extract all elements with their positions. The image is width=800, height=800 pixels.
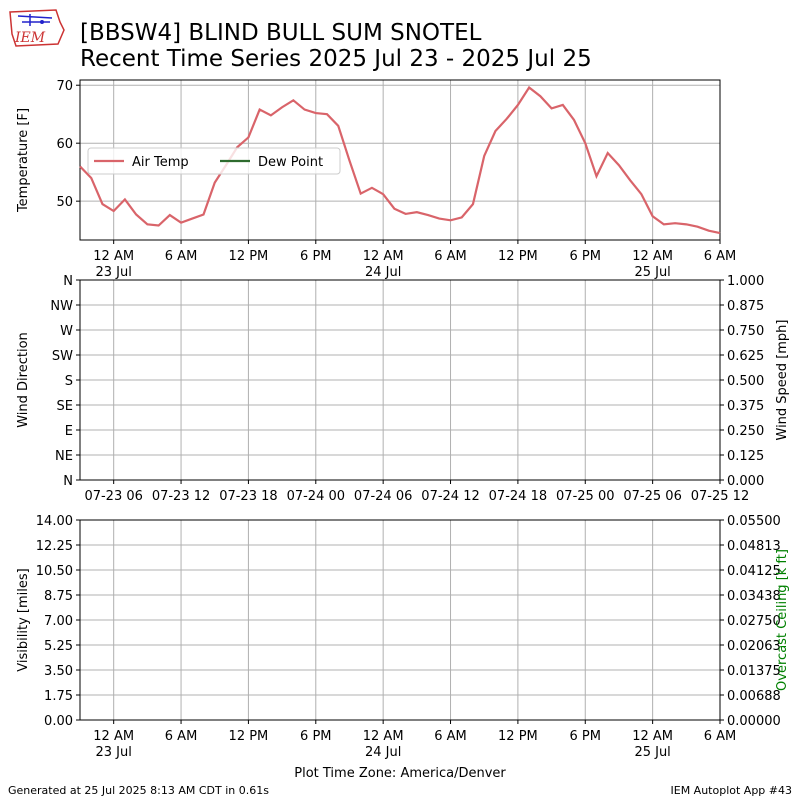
- y2-tick-label: 0.02063: [727, 639, 781, 654]
- y2-tick-label: 0.04125: [727, 564, 781, 579]
- x-tick-label: 07-25 06: [623, 489, 681, 504]
- y-axis-label: Wind Direction: [16, 332, 31, 428]
- y-tick-label: 60: [56, 137, 73, 152]
- title: [BBSW4] BLIND BULL SUM SNOTEL: [80, 20, 482, 46]
- legend-label: Dew Point: [258, 155, 323, 170]
- x-tick-label: 12 PM: [498, 249, 538, 264]
- y-tick-label: 50: [56, 195, 73, 210]
- x-tick-label: 12 PM: [229, 249, 269, 264]
- y2-tick-label: 1.000: [727, 274, 764, 289]
- x-tick-label: 12 AM 25 Jul: [632, 249, 673, 280]
- x-tick-label: 07-25 12: [691, 489, 749, 504]
- x-tick-label: 6 AM: [704, 249, 737, 264]
- y2-tick-label: 0.000: [727, 474, 764, 489]
- y-tick-label: W: [60, 324, 73, 339]
- y2-tick-label: 0.05500: [727, 514, 781, 529]
- y-tick-label: 10.50: [36, 564, 73, 579]
- x-axis-label: Plot Time Zone: America/Denver: [294, 766, 506, 781]
- y2-tick-label: 0.04813: [727, 539, 781, 554]
- y-tick-label: 14.00: [36, 514, 73, 529]
- series-line: [79, 85, 721, 235]
- y-axis-label: Temperature [F]: [16, 108, 31, 213]
- x-tick-label: 6 PM: [570, 249, 601, 264]
- x-tick-label: 6 AM: [704, 729, 737, 744]
- y2-tick-label: 0.750: [727, 324, 764, 339]
- x-tick-label: 07-23 18: [219, 489, 277, 504]
- y-tick-label: SW: [52, 349, 73, 364]
- x-tick-label: 07-23 12: [152, 489, 210, 504]
- x-tick-label: 6 PM: [570, 729, 601, 744]
- y-axis-label: Visibility [miles]: [16, 568, 31, 671]
- y2-tick-label: 0.125: [727, 449, 764, 464]
- x-tick-label: 07-24 18: [489, 489, 547, 504]
- y2-tick-label: 0.03438: [727, 589, 781, 604]
- x-tick-label: 6 AM: [165, 249, 198, 264]
- y-tick-label: 7.00: [44, 614, 73, 629]
- y2-tick-label: 0.500: [727, 374, 764, 389]
- y2-tick-label: 0.01375: [727, 664, 781, 679]
- y2-tick-label: 0.875: [727, 299, 764, 314]
- subtitle: Recent Time Series 2025 Jul 23 - 2025 Ju…: [80, 46, 592, 72]
- plot-frame: [79, 79, 721, 241]
- y-tick-label: SE: [57, 399, 73, 414]
- y-tick-label: N: [63, 474, 73, 489]
- y-tick-label: NE: [55, 449, 73, 464]
- x-tick-label: 12 AM 24 Jul: [363, 729, 404, 760]
- y2-tick-label: 0.00000: [727, 714, 781, 729]
- logo-text: IEM: [14, 30, 46, 46]
- y2-tick-label: 0.250: [727, 424, 764, 439]
- x-tick-label: 07-24 12: [421, 489, 479, 504]
- y2-tick-label: 0.02750: [727, 614, 781, 629]
- y-tick-label: 5.25: [44, 639, 73, 654]
- x-tick-label: 12 AM 23 Jul: [93, 729, 134, 760]
- y2-tick-label: 0.625: [727, 349, 764, 364]
- x-tick-label: 12 PM: [229, 729, 269, 744]
- y-tick-label: E: [65, 424, 73, 439]
- y-tick-label: 1.75: [44, 689, 73, 704]
- legend-box: [87, 147, 341, 175]
- y2-tick-label: 0.00688: [727, 689, 781, 704]
- y2-axis-label: Overcast Ceiling [k ft]: [775, 549, 790, 691]
- legend: Air Temp Dew Point: [87, 147, 341, 175]
- y-tick-label: N: [63, 274, 73, 289]
- x-tick-label: 12 AM 23 Jul: [93, 249, 134, 280]
- y2-axis-label: Wind Speed [mph]: [775, 320, 790, 441]
- x-tick-label: 12 AM 24 Jul: [363, 249, 404, 280]
- x-tick-label: 12 PM: [498, 729, 538, 744]
- x-tick-label: 07-24 06: [354, 489, 412, 504]
- y-tick-label: NW: [50, 299, 73, 314]
- y-tick-label: 3.50: [44, 664, 73, 679]
- x-tick-label: 6 AM: [434, 729, 467, 744]
- x-tick-label: 6 AM: [165, 729, 198, 744]
- y2-tick-label: 0.375: [727, 399, 764, 414]
- x-tick-label: 07-24 00: [287, 489, 345, 504]
- footer-right: IEM Autoplot App #43: [671, 784, 793, 797]
- y-tick-label: S: [65, 374, 73, 389]
- x-tick-label: 6 PM: [300, 729, 331, 744]
- x-tick-label: 12 AM 25 Jul: [632, 729, 673, 760]
- x-tick-label: 6 PM: [300, 249, 331, 264]
- x-tick-label: 07-25 00: [556, 489, 614, 504]
- y-tick-label: 8.75: [44, 589, 73, 604]
- plot-frame: [79, 519, 721, 721]
- y-tick-label: 12.25: [36, 539, 73, 554]
- y-tick-label: 0.00: [44, 714, 73, 729]
- x-tick-label: 6 AM: [434, 249, 467, 264]
- legend-label: Air Temp: [132, 155, 189, 170]
- logo: IEM: [9, 9, 65, 47]
- footer-left: Generated at 25 Jul 2025 8:13 AM CDT in …: [8, 784, 269, 797]
- plot-frame: [79, 279, 721, 481]
- y-tick-label: 70: [56, 79, 73, 94]
- x-tick-label: 07-23 06: [84, 489, 142, 504]
